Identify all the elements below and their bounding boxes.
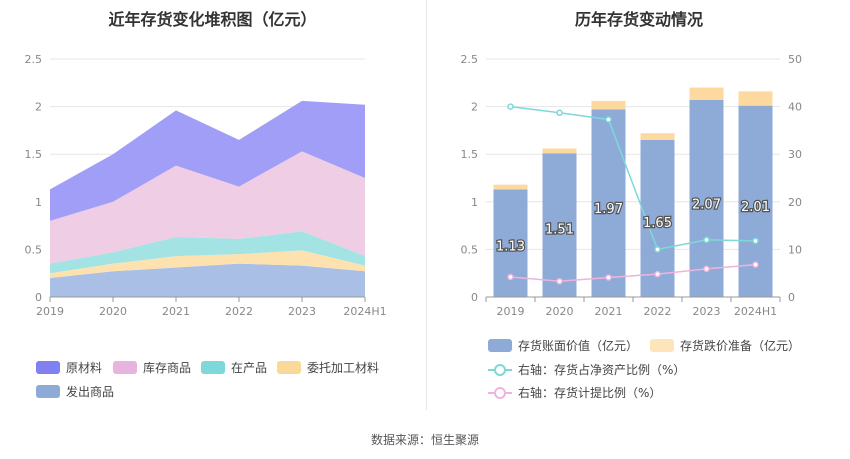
bar-book-value: [542, 153, 577, 297]
line-series-1: [510, 263, 756, 283]
line-point-0: [507, 103, 514, 110]
bar-impairment: [738, 91, 773, 106]
legend-label: 右轴：存货占净资产比例（%）: [518, 363, 686, 377]
legend-item: 存货账面价值（亿元）: [488, 337, 638, 354]
bar-value-label: 1.97: [594, 202, 623, 217]
x-tick-label: 2022: [644, 305, 672, 318]
legend-item: 委托加工材料: [277, 359, 379, 376]
legend-item: 右轴：存货计提比例（%）: [488, 384, 661, 401]
line-point-0: [605, 116, 612, 123]
right-chart-title: 历年存货变动情况: [574, 10, 703, 29]
y2-tick-label: 40: [788, 101, 802, 114]
line-point-1: [556, 278, 563, 285]
line-point-1: [654, 270, 661, 278]
legend-label: 右轴：存货计提比例（%）: [518, 386, 662, 400]
inventory-change-chart-panel: 历年存货变动情况 0 0.5 1 1.5 2 2.5 0 10 20 30 40 50 2019 2020…: [428, 0, 850, 410]
left-chart-title: 近年存货变化堆积图（亿元）: [108, 10, 317, 29]
bar-impairment: [493, 184, 528, 190]
line-point-1: [605, 274, 612, 281]
y-tick-label: 2: [35, 101, 42, 114]
legend-item: 在产品: [201, 359, 267, 376]
x-tick-label: 2023: [288, 305, 316, 318]
y2-tick-label: 50: [788, 53, 802, 66]
legend-item: 库存商品: [113, 359, 191, 376]
legend-item: 右轴：存货占净资产比例（%）: [488, 361, 685, 378]
area-series-4: [50, 100, 365, 221]
legend-swatch: [277, 361, 301, 374]
stacked-area-chart: 0 0.5 1 1.5 2 2.5 2019 2020 2021 2022 2023 2024H1: [25, 53, 387, 318]
legend-swatch: [36, 385, 60, 398]
bar-book-value: [591, 109, 626, 298]
y-tick-label: 2.5: [461, 53, 479, 66]
legend-label: 存货账面价值（亿元）: [518, 339, 639, 353]
x-tick-label: 2024H1: [734, 305, 777, 318]
y2-tick-label: 0: [788, 291, 795, 304]
y-tick-label: 0.5: [25, 243, 43, 256]
legend-label: 原材料: [66, 361, 103, 375]
bar-impairment: [542, 148, 577, 154]
bar-value-label: 2.07: [692, 197, 721, 212]
y-tick-label: 2.5: [25, 53, 43, 66]
inventory-stack-chart-panel: 近年存货变化堆积图（亿元） 0 0.5 1 1.5 2 2.5 2019 2020 2021 20…: [0, 0, 425, 410]
x-tick-label: 2020: [546, 305, 574, 318]
x-tick-label: 2019: [497, 305, 525, 318]
line-point-0: [654, 246, 661, 253]
line-series-0: [510, 105, 756, 251]
area-series-2: [50, 231, 365, 274]
legend-swatch: [201, 361, 225, 374]
legend-item: 发出商品: [36, 383, 114, 400]
line-point-1: [752, 261, 759, 268]
x-tick-label: 2020: [99, 305, 127, 318]
y-tick-label: 1: [471, 196, 478, 209]
data-source-note: 数据来源：恒生聚源: [370, 433, 479, 447]
y2-tick-label: 10: [788, 243, 802, 256]
bar-value-label: 1.65: [643, 216, 672, 231]
line-point-0: [752, 237, 759, 245]
legend-swatch: [650, 339, 674, 352]
y-tick-label: 1.5: [25, 148, 43, 161]
bar-impairment: [591, 100, 626, 110]
line-point-0: [556, 109, 563, 117]
area-series-0: [50, 263, 365, 297]
x-tick-label: 2023: [693, 305, 721, 318]
y-tick-label: 1: [35, 196, 42, 209]
panel-divider: [426, 0, 427, 410]
legend-label: 委托加工材料: [307, 361, 380, 375]
legend-item: 存货跌价准备（亿元）: [650, 337, 800, 354]
legend-item: 原材料: [36, 359, 102, 376]
y-tick-label: 2: [471, 101, 478, 114]
legend-label: 存货跌价准备（亿元）: [680, 339, 801, 353]
bar-value-label: 1.51: [545, 222, 574, 237]
line-point-0: [703, 236, 710, 244]
y-tick-label: 0: [471, 291, 478, 304]
x-tick-label: 2021: [162, 305, 190, 318]
area-series-1: [50, 250, 365, 278]
y2-tick-label: 30: [788, 148, 802, 161]
legend-swatch: [36, 361, 60, 374]
legend-line-swatch: [488, 386, 512, 399]
y-tick-label: 1.5: [461, 148, 479, 161]
y2-tick-label: 20: [788, 196, 802, 209]
bar-value-label: 2.01: [741, 200, 770, 215]
legend-line-swatch: [488, 363, 512, 376]
x-tick-label: 2024H1: [343, 305, 386, 318]
x-tick-label: 2019: [36, 305, 64, 318]
legend-label: 发出商品: [66, 385, 115, 399]
legend-swatch: [488, 339, 512, 352]
legend-label: 库存商品: [143, 361, 192, 375]
line-point-1: [703, 265, 710, 273]
bar-impairment: [640, 133, 675, 140]
x-tick-label: 2022: [225, 305, 253, 318]
legend-swatch: [113, 361, 137, 374]
bar-impairment: [689, 87, 724, 100]
bar-book-value: [689, 99, 724, 297]
bar-value-label: 1.13: [496, 239, 525, 254]
y-tick-label: 0: [35, 291, 42, 304]
bar-line-combo-chart: 0 0.5 1 1.5 2 2.5 0 10 20 30 40 50 2019 2020 2021 2022 2…: [461, 53, 803, 318]
line-point-1: [507, 273, 514, 281]
legend-label: 在产品: [231, 361, 268, 375]
y-tick-label: 0.5: [461, 243, 479, 256]
x-tick-label: 2021: [595, 305, 623, 318]
area-series-3: [50, 151, 365, 264]
